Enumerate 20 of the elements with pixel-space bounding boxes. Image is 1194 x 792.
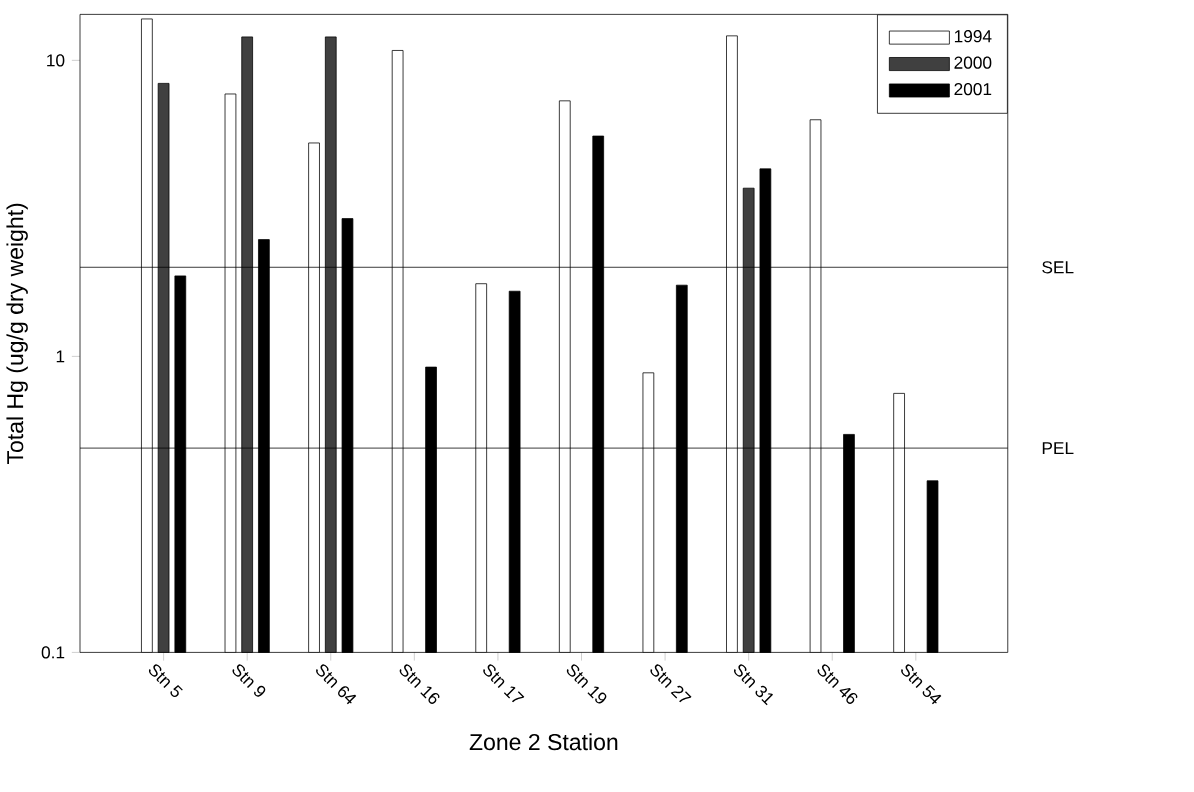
x-tick-label: Stn 54 [901,664,942,705]
x-tick-label: Stn 46 [817,664,858,704]
x-tick-label: Stn 17 [483,664,525,703]
legend-label: 1994 [954,29,992,43]
x-axis-title: Zone 2 Station [469,733,618,750]
x-tick-label: Stn 19 [566,664,607,704]
y-tick-label: 1 [56,350,65,363]
ref-line-label: SEL [1042,260,1074,274]
x-tick-label: Stn 9 [232,664,266,697]
y-tick-label: 0.1 [41,646,65,659]
legend-label: 2000 [954,56,992,69]
legend-label: 2001 [954,82,992,96]
y-axis-title: Total Hg (ug/g dry weight) [6,203,28,464]
x-tick-label: Stn 31 [733,664,774,706]
x-tick-label: Stn 16 [399,664,440,704]
y-tick-label: 10 [47,54,65,67]
ref-line-label: PEL [1042,441,1074,454]
x-tick-label: Stn 5 [148,664,183,697]
x-tick-label: Stn 64 [316,664,357,705]
x-tick-label: Stn 27 [650,664,692,703]
